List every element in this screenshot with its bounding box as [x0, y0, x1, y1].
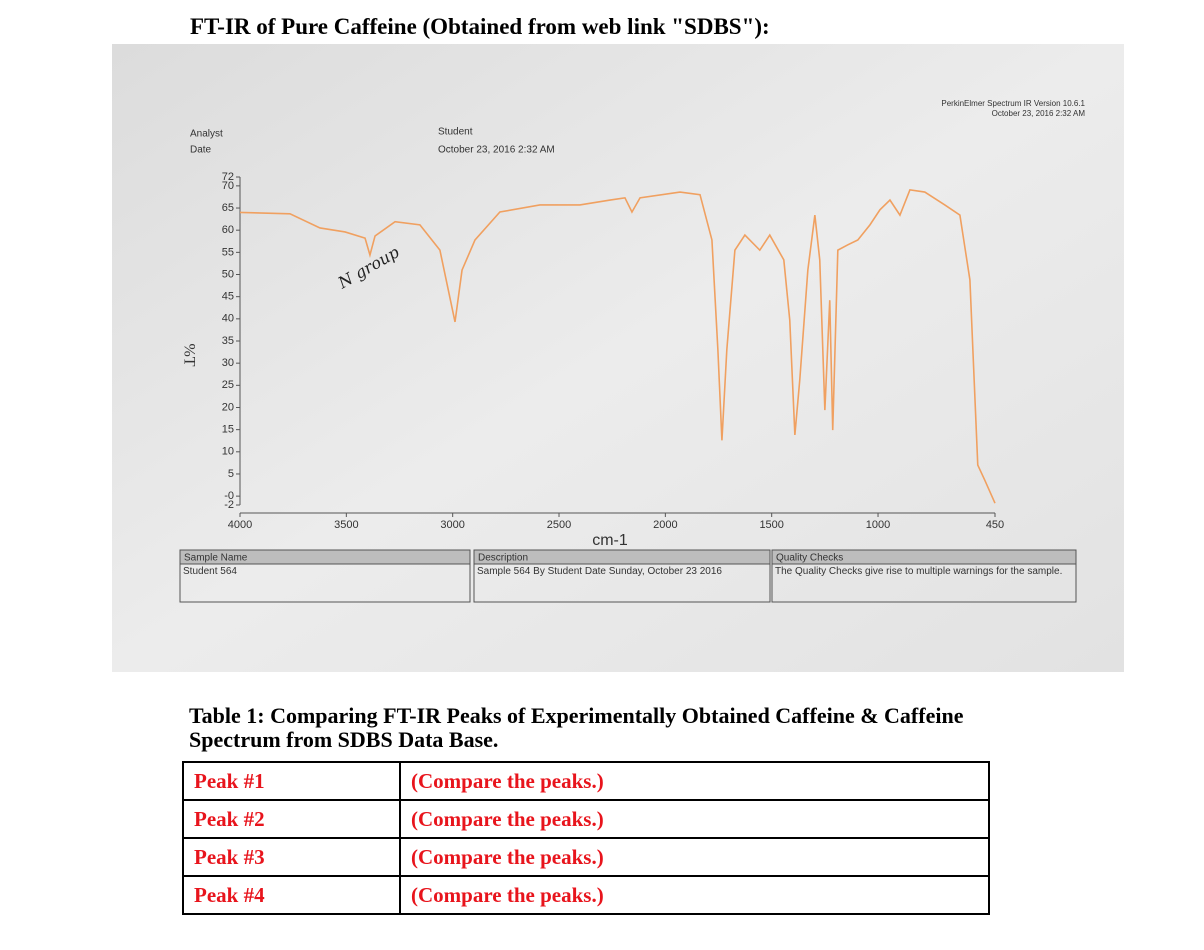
y-tick-label: 30	[222, 357, 234, 369]
y-tick-label: 15	[222, 424, 234, 436]
y-tick-label: 10	[222, 446, 234, 458]
table-cell: (Compare the peaks.)	[399, 875, 990, 915]
y-tick-label: 55	[222, 246, 234, 258]
box-text-holder: The Quality Checks give rise to multiple…	[775, 566, 1063, 577]
box-heading-bg	[771, 549, 1077, 565]
info-boxes: Sample Name Student 564 Description Sample …	[179, 549, 1077, 603]
x-tick-label: 450	[986, 519, 1004, 531]
box-text: Sample 564 By Student Date Sunday, Octob…	[477, 566, 722, 577]
y-tick-label: 72	[222, 171, 234, 183]
x-tick-label: 3500	[334, 519, 358, 531]
y-tick-label: 20	[222, 401, 234, 413]
box-text: The Quality Checks give rise to multiple…	[775, 566, 1063, 577]
x-tick-label: 2500	[547, 519, 571, 531]
spectrum-photo: PerkinElmer Spectrum IR Version 10.6.1 O…	[112, 44, 1124, 672]
photo-background	[112, 44, 1124, 672]
box-heading: Quality Checks	[776, 553, 843, 564]
y-tick-label: 65	[222, 202, 234, 214]
x-tick-label: 1000	[866, 519, 890, 531]
x-tick-label: 3000	[440, 519, 464, 531]
y-tick-label: 25	[222, 379, 234, 391]
box-heading: Description	[478, 553, 528, 564]
analyst: Student	[438, 127, 473, 138]
peak-table: Peak #1 (Compare the peaks.) Peak #2 (Compa…	[182, 761, 990, 915]
y-tick-label: 60	[222, 224, 234, 236]
table-row: Peak #1 (Compare the peaks.)	[182, 761, 990, 801]
table-caption: Table 1: Comparing FT-IR Peaks of Experi…	[189, 703, 964, 752]
table-cell: Peak #3	[182, 837, 401, 877]
box-heading: Sample Name	[184, 553, 248, 564]
y-tick-label: 40	[222, 313, 234, 325]
table-cell: (Compare the peaks.)	[399, 837, 990, 877]
x-axis-label: cm-1	[592, 532, 628, 549]
table-cell: (Compare the peaks.)	[399, 761, 990, 801]
software: PerkinElmer Spectrum IR Version 10.6.1	[941, 99, 1085, 108]
table-cell: (Compare the peaks.)	[399, 799, 990, 839]
y-tick-label: 70	[222, 180, 234, 192]
table-row: Peak #4 (Compare the peaks.)	[182, 875, 990, 915]
box-text: Student 564	[183, 566, 237, 577]
page-title: FT-IR of Pure Caffeine (Obtained from we…	[190, 14, 770, 39]
x-tick-label: 4000	[228, 519, 252, 531]
spectrum-line	[239, 188, 996, 504]
y-tick-label: -2	[224, 499, 234, 511]
x-tick-label: 1500	[759, 519, 783, 531]
software-date: October 23, 2016 2:32 AM	[992, 109, 1086, 118]
x-tick-label: 2000	[653, 519, 677, 531]
table-cell: Peak #1	[182, 761, 401, 801]
table-row: Peak #3 (Compare the peaks.)	[182, 837, 990, 877]
y-tick-label: -0	[224, 490, 234, 502]
y-tick-label: 5	[228, 468, 234, 480]
box-heading-bg	[473, 549, 771, 565]
box-heading-bg	[179, 549, 471, 565]
y-tick-label: 50	[222, 268, 234, 280]
analyst-label: Analyst	[190, 129, 223, 140]
y-tick-label: 35	[222, 335, 234, 347]
table-cell: Peak #4	[182, 875, 401, 915]
y-tick-label: 45	[222, 291, 234, 303]
box-text-holder: Sample 564 By Student Date Sunday, Octob…	[477, 566, 722, 577]
y-axis-label: %T	[180, 343, 197, 366]
table-row: Peak #2 (Compare the peaks.)	[182, 799, 990, 839]
date: October 23, 2016 2:32 AM	[438, 145, 555, 156]
box-text-holder: Student 564	[183, 566, 237, 577]
table-cell: Peak #2	[182, 799, 401, 839]
date-label: Date	[190, 145, 212, 156]
